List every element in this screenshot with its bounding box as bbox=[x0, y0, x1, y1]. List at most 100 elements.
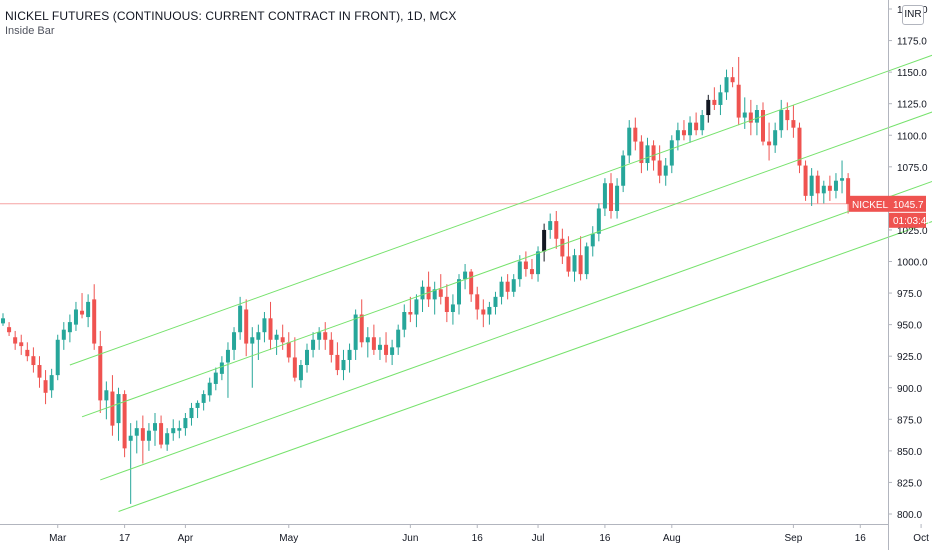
candle bbox=[262, 312, 267, 343]
candle-body bbox=[31, 356, 36, 366]
channel-line bbox=[100, 180, 932, 481]
candle bbox=[846, 173, 851, 214]
candle-body bbox=[487, 306, 492, 315]
candle-body bbox=[377, 344, 382, 350]
candle-body bbox=[268, 318, 273, 340]
x-tick-label: Aug bbox=[663, 533, 681, 544]
currency-badge[interactable]: INR bbox=[902, 5, 924, 25]
candle-body bbox=[122, 394, 127, 449]
candle-body bbox=[833, 180, 838, 191]
candle-body bbox=[633, 127, 638, 142]
y-tick-label: 875.0 bbox=[897, 415, 922, 426]
candle-body bbox=[317, 332, 322, 340]
candle-body bbox=[414, 299, 419, 315]
candle bbox=[627, 120, 632, 164]
x-tick-label: Jul bbox=[532, 533, 545, 544]
candle bbox=[359, 299, 364, 348]
candle-body bbox=[815, 175, 820, 194]
candle-body bbox=[201, 394, 206, 403]
candle bbox=[748, 99, 753, 136]
candle bbox=[694, 112, 699, 136]
candle bbox=[384, 332, 389, 363]
candle bbox=[402, 304, 407, 338]
candle bbox=[681, 120, 686, 141]
candle-body bbox=[365, 337, 370, 343]
candle bbox=[450, 294, 455, 325]
candle-body bbox=[827, 185, 832, 191]
candle bbox=[335, 342, 340, 376]
candle-body bbox=[669, 140, 674, 166]
candle-body bbox=[67, 322, 72, 333]
candle bbox=[827, 175, 832, 201]
x-tick-label: Sep bbox=[785, 533, 803, 544]
candle bbox=[803, 160, 808, 201]
candle bbox=[493, 291, 498, 315]
symbol-badge-text: NICKEL1! bbox=[852, 200, 896, 211]
candle-body bbox=[73, 309, 78, 325]
candle bbox=[566, 236, 571, 277]
candle bbox=[31, 347, 36, 373]
candle bbox=[305, 343, 309, 373]
candle bbox=[736, 56, 741, 126]
candle bbox=[724, 69, 729, 100]
candle-body bbox=[779, 110, 784, 131]
candle-body bbox=[1, 318, 5, 324]
candle-body bbox=[596, 208, 601, 234]
candle-body bbox=[183, 418, 188, 429]
candle-body bbox=[128, 435, 133, 441]
candle bbox=[645, 137, 650, 171]
candle bbox=[791, 104, 796, 138]
candle bbox=[754, 104, 759, 136]
candle-body bbox=[49, 375, 54, 391]
candle bbox=[25, 342, 30, 362]
candle-body bbox=[706, 99, 711, 116]
candle-body bbox=[761, 110, 765, 142]
candle bbox=[292, 337, 297, 382]
indicator-label[interactable]: Inside Bar bbox=[5, 25, 55, 37]
x-tick-label: Apr bbox=[178, 533, 194, 544]
candle bbox=[7, 322, 12, 336]
candle bbox=[584, 242, 589, 280]
candle bbox=[347, 343, 352, 373]
candle-body bbox=[754, 110, 759, 123]
candle-body bbox=[493, 296, 498, 307]
candle bbox=[225, 342, 230, 398]
candle-body bbox=[517, 261, 522, 280]
y-tick-label: 1075.0 bbox=[897, 163, 928, 174]
candle-body bbox=[25, 349, 30, 357]
candle-body bbox=[280, 337, 285, 343]
candle bbox=[560, 228, 565, 265]
countdown-badge-bg bbox=[889, 212, 926, 228]
candle-body bbox=[554, 221, 559, 239]
candle bbox=[797, 122, 802, 174]
candle-body bbox=[742, 112, 747, 118]
candle-body bbox=[700, 115, 705, 131]
candle bbox=[165, 428, 170, 451]
candle bbox=[341, 349, 346, 381]
channel-line bbox=[69, 54, 932, 366]
candle bbox=[92, 284, 97, 350]
x-tick-label: 16 bbox=[599, 533, 611, 544]
candle-body bbox=[457, 279, 461, 305]
candle-body bbox=[80, 310, 85, 315]
candle bbox=[43, 370, 48, 405]
candle-body bbox=[305, 349, 309, 366]
candle bbox=[840, 160, 845, 194]
candle-body bbox=[584, 246, 589, 275]
candle bbox=[730, 67, 735, 88]
candle-body bbox=[189, 407, 194, 419]
candle-body bbox=[213, 372, 218, 384]
candle bbox=[432, 281, 437, 315]
candle bbox=[183, 413, 188, 436]
candle-body bbox=[542, 229, 547, 252]
candle-body bbox=[353, 314, 358, 350]
y-tick-label: 800.0 bbox=[897, 510, 922, 521]
candle bbox=[268, 301, 273, 350]
candle bbox=[37, 356, 42, 388]
candle-body bbox=[651, 145, 656, 161]
candle-body bbox=[311, 339, 316, 350]
candle bbox=[469, 269, 474, 302]
candle-body bbox=[475, 294, 480, 310]
